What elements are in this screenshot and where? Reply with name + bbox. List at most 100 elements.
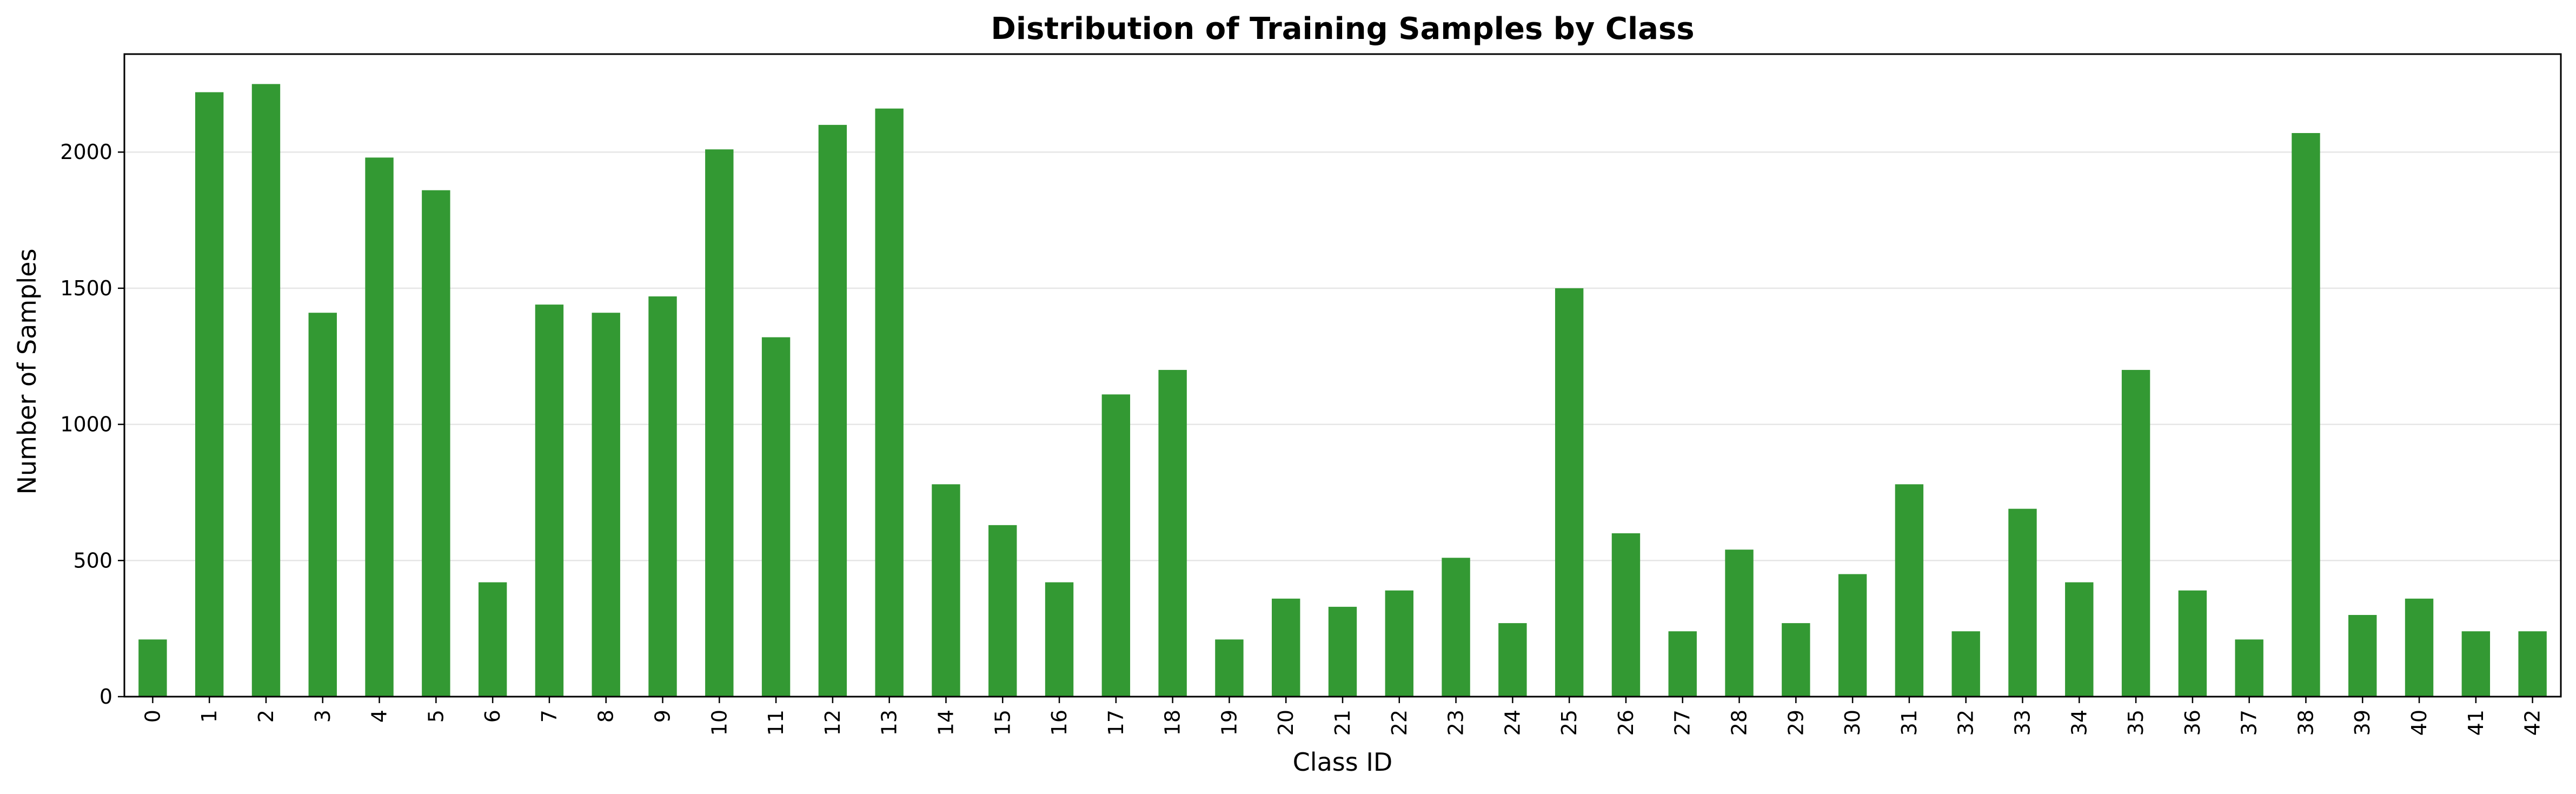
bar-class-28 — [1725, 550, 1754, 697]
bar-class-25 — [1555, 288, 1584, 697]
x-tick-label: 15 — [991, 710, 1014, 736]
x-tick-label: 3 — [311, 710, 335, 723]
x-tick-label: 29 — [1784, 710, 1808, 736]
x-axis-label: Class ID — [1293, 747, 1393, 777]
x-tick-label: 23 — [1444, 710, 1468, 736]
x-tick-label: 28 — [1728, 710, 1751, 736]
bar-class-9 — [648, 296, 677, 697]
x-tick-label: 37 — [2238, 710, 2261, 736]
x-tick-label: 13 — [878, 710, 901, 736]
bar-class-27 — [1668, 631, 1697, 697]
x-tick-label: 20 — [1274, 710, 1298, 736]
bar-class-13 — [875, 108, 904, 697]
y-tick-label: 1500 — [60, 276, 112, 300]
x-tick-label: 1 — [197, 710, 221, 723]
bar-class-11 — [761, 337, 791, 697]
x-tick-label: 22 — [1387, 710, 1411, 736]
x-tick-label: 7 — [537, 710, 561, 723]
x-tick-label: 38 — [2294, 710, 2318, 736]
bar-class-32 — [1951, 631, 1980, 697]
bar-class-37 — [2235, 639, 2263, 697]
bar-class-12 — [818, 124, 847, 697]
x-tick-label: 16 — [1047, 710, 1071, 736]
bar-class-17 — [1101, 394, 1131, 697]
x-tick-label: 39 — [2351, 710, 2374, 736]
bar-class-34 — [2065, 582, 2094, 697]
x-tick-label: 8 — [594, 710, 618, 723]
bar-class-3 — [308, 313, 337, 697]
bar-class-26 — [1611, 533, 1641, 697]
bar-class-40 — [2405, 598, 2434, 697]
x-tick-label: 14 — [934, 710, 958, 736]
bar-class-5 — [422, 190, 450, 697]
x-tick-label: 0 — [141, 710, 164, 723]
bar-class-19 — [1215, 639, 1244, 697]
x-tick-label: 35 — [2124, 710, 2148, 736]
x-tick-label: 24 — [1501, 710, 1524, 736]
x-tick-label: 34 — [2067, 710, 2091, 736]
y-tick-label: 0 — [99, 685, 112, 709]
x-tick-label: 21 — [1331, 710, 1355, 736]
x-tick-label: 26 — [1614, 710, 1638, 736]
x-tick-label: 41 — [2464, 710, 2488, 736]
x-tick-label: 2 — [254, 710, 278, 723]
chart-title: Distribution of Training Samples by Clas… — [991, 11, 1694, 47]
x-tick-label: 10 — [707, 710, 731, 736]
bar-class-41 — [2461, 631, 2491, 697]
bar-class-1 — [195, 92, 224, 697]
bar-class-23 — [1442, 558, 1470, 697]
bar-class-20 — [1272, 598, 1300, 697]
bar-class-42 — [2518, 631, 2547, 697]
bar-class-21 — [1328, 606, 1357, 697]
bar-class-4 — [365, 157, 394, 697]
bar-class-31 — [1895, 484, 1924, 697]
x-tick-label: 11 — [764, 710, 788, 736]
bar-class-8 — [592, 313, 620, 697]
bar-class-33 — [2008, 508, 2037, 697]
y-tick-label: 2000 — [60, 140, 112, 164]
bar-class-39 — [2348, 614, 2377, 697]
bar-class-7 — [535, 305, 564, 697]
y-axis-label: Number of Samples — [12, 249, 42, 495]
x-tick-label: 25 — [1557, 710, 1581, 736]
bar-class-29 — [1782, 623, 1810, 697]
x-tick-label: 40 — [2407, 710, 2431, 736]
bar-class-36 — [2178, 590, 2207, 697]
bars — [138, 84, 2547, 697]
x-tick-label: 5 — [424, 710, 448, 723]
x-tick-label: 19 — [1217, 710, 1241, 736]
x-tick-label: 32 — [1954, 710, 1978, 736]
bar-class-14 — [932, 484, 960, 697]
bar-class-0 — [138, 639, 167, 697]
x-tick-label: 6 — [481, 710, 504, 723]
x-tick-label: 27 — [1671, 710, 1695, 736]
x-tick-label: 9 — [651, 710, 675, 723]
bar-class-2 — [251, 84, 281, 697]
x-tick-label: 12 — [821, 710, 845, 736]
bar-class-6 — [478, 582, 507, 697]
x-tick-label: 36 — [2181, 710, 2205, 736]
y-tick-label: 500 — [73, 548, 112, 572]
bar-class-35 — [2121, 369, 2150, 697]
x-tick-label: 31 — [1897, 710, 1921, 736]
x-tick-label: 4 — [368, 710, 391, 723]
bar-class-16 — [1045, 582, 1074, 697]
plot-frame — [123, 53, 2562, 698]
bar-class-24 — [1498, 623, 1527, 697]
x-tick-label: 17 — [1104, 710, 1128, 736]
grid-lines — [124, 151, 2561, 561]
bar-class-30 — [1838, 574, 1867, 697]
bar-class-38 — [2292, 133, 2320, 697]
bar-class-18 — [1158, 369, 1187, 697]
bar-class-10 — [705, 149, 734, 697]
y-tick-label: 1000 — [60, 413, 112, 436]
x-tick-label: 42 — [2521, 710, 2545, 736]
y-axis-ticks: 0 500 1000 1500 2000 — [60, 140, 124, 709]
x-axis-ticks: 0 1 2 3 4 5 6 7 8 9 10 11 12 13 14 15 16 17 18 19 20 21 22 23 24… — [141, 697, 2545, 736]
bar-class-22 — [1385, 590, 1413, 697]
bar-class-15 — [988, 525, 1017, 697]
x-tick-label: 33 — [2010, 710, 2034, 736]
x-tick-label: 30 — [1841, 710, 1864, 736]
